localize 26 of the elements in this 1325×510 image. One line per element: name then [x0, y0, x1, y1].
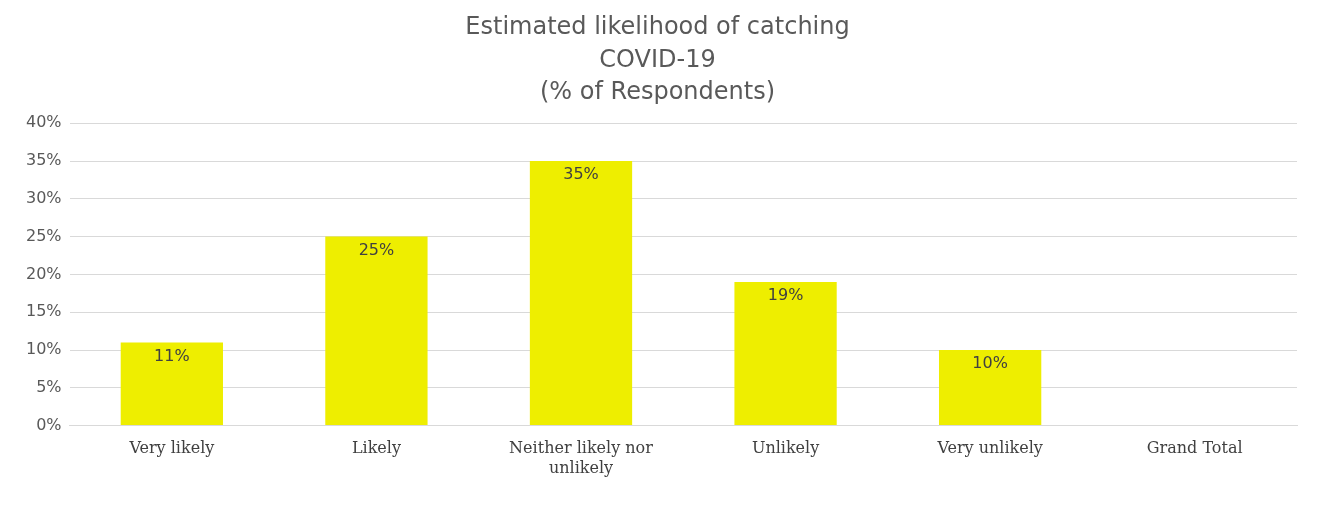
y-tick-label: 5%	[36, 376, 62, 396]
y-tick-label: 30%	[26, 187, 62, 207]
y-tick-label: 20%	[26, 263, 62, 283]
x-tick-label: Very unlikely	[936, 438, 1043, 458]
data-label: 10%	[972, 353, 1008, 373]
chart-title: Estimated likelihood of catching COVID-19 (% of Respondents)	[465, 12, 850, 106]
x-tick-label: Unlikely	[751, 438, 820, 458]
x-tick-label: Likely	[351, 438, 401, 458]
x-tick-label: Neither likely nor unlikely	[509, 438, 654, 477]
y-tick-label: 10%	[26, 339, 62, 359]
bar	[325, 236, 428, 426]
data-label: 35%	[563, 164, 599, 184]
data-label: 11%	[154, 345, 190, 365]
y-tick-label: 0%	[36, 414, 62, 434]
bar	[120, 342, 223, 426]
data-label: 19%	[767, 285, 804, 305]
y-tick-label: 35%	[26, 150, 62, 170]
y-tick-label: 40%	[26, 112, 62, 132]
y-tick-label: 15%	[26, 301, 62, 321]
bar	[734, 281, 837, 426]
x-tick-label: Grand Total	[1146, 438, 1243, 458]
y-tick-label: 25%	[26, 225, 62, 245]
bar	[939, 350, 1042, 426]
bar	[529, 161, 633, 426]
data-label: 25%	[358, 239, 395, 259]
x-tick-label: Very likely	[128, 438, 215, 458]
